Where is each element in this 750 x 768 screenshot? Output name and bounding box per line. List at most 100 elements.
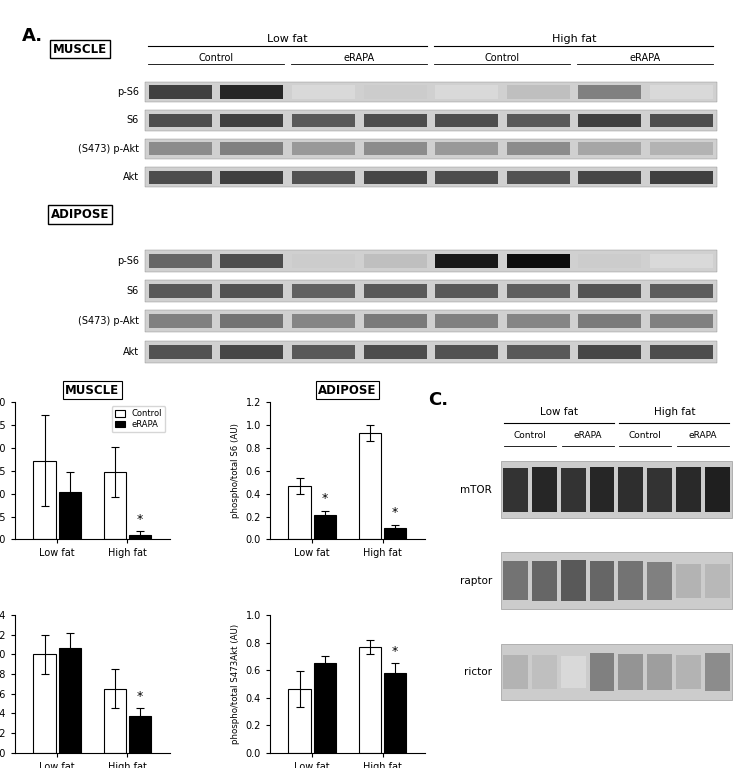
- FancyBboxPatch shape: [145, 250, 717, 272]
- Text: p-S6: p-S6: [117, 87, 139, 97]
- Text: A.: A.: [22, 27, 44, 45]
- Bar: [289, 485, 311, 539]
- FancyBboxPatch shape: [145, 167, 717, 187]
- FancyBboxPatch shape: [578, 85, 641, 98]
- FancyBboxPatch shape: [364, 345, 427, 359]
- FancyBboxPatch shape: [561, 657, 586, 687]
- FancyBboxPatch shape: [435, 253, 498, 268]
- FancyBboxPatch shape: [647, 468, 672, 511]
- Text: S6: S6: [127, 115, 139, 125]
- FancyBboxPatch shape: [149, 142, 211, 155]
- Text: ADIPOSE: ADIPOSE: [50, 208, 109, 221]
- FancyBboxPatch shape: [647, 561, 672, 600]
- FancyBboxPatch shape: [619, 467, 644, 511]
- Text: eRAPA: eRAPA: [344, 53, 375, 63]
- Text: *: *: [137, 513, 143, 525]
- Bar: [358, 433, 381, 539]
- FancyBboxPatch shape: [650, 284, 712, 298]
- FancyBboxPatch shape: [590, 653, 614, 691]
- FancyBboxPatch shape: [532, 655, 556, 689]
- FancyBboxPatch shape: [578, 284, 641, 298]
- FancyBboxPatch shape: [145, 138, 717, 159]
- Text: S6: S6: [127, 286, 139, 296]
- FancyBboxPatch shape: [435, 170, 498, 184]
- Text: Control: Control: [514, 431, 546, 440]
- FancyBboxPatch shape: [578, 114, 641, 127]
- FancyBboxPatch shape: [507, 114, 569, 127]
- FancyBboxPatch shape: [220, 85, 284, 98]
- Text: MUSCLE: MUSCLE: [53, 42, 106, 55]
- FancyBboxPatch shape: [676, 655, 701, 689]
- FancyBboxPatch shape: [364, 253, 427, 268]
- Text: eRAPA: eRAPA: [689, 431, 718, 440]
- FancyBboxPatch shape: [435, 142, 498, 155]
- FancyBboxPatch shape: [292, 114, 355, 127]
- FancyBboxPatch shape: [619, 654, 644, 690]
- FancyBboxPatch shape: [149, 85, 211, 98]
- Text: p-S6: p-S6: [117, 256, 139, 266]
- FancyBboxPatch shape: [503, 468, 528, 511]
- FancyBboxPatch shape: [650, 142, 712, 155]
- FancyBboxPatch shape: [647, 654, 672, 690]
- Bar: [33, 461, 56, 539]
- Text: *: *: [392, 644, 398, 657]
- FancyBboxPatch shape: [532, 561, 556, 601]
- Bar: [104, 472, 126, 539]
- FancyBboxPatch shape: [220, 314, 284, 329]
- FancyBboxPatch shape: [364, 114, 427, 127]
- FancyBboxPatch shape: [507, 170, 569, 184]
- Bar: [314, 664, 336, 753]
- FancyBboxPatch shape: [507, 253, 569, 268]
- FancyBboxPatch shape: [435, 345, 498, 359]
- FancyBboxPatch shape: [220, 142, 284, 155]
- Text: raptor: raptor: [460, 576, 492, 586]
- FancyBboxPatch shape: [145, 110, 717, 131]
- FancyBboxPatch shape: [435, 284, 498, 298]
- Bar: [314, 515, 336, 539]
- FancyBboxPatch shape: [532, 467, 556, 512]
- FancyBboxPatch shape: [676, 467, 701, 512]
- Text: C.: C.: [427, 392, 448, 409]
- Text: rictor: rictor: [464, 667, 492, 677]
- Bar: [129, 717, 152, 753]
- FancyBboxPatch shape: [501, 644, 732, 700]
- Text: Control: Control: [629, 431, 662, 440]
- FancyBboxPatch shape: [364, 85, 427, 98]
- FancyBboxPatch shape: [220, 114, 284, 127]
- FancyBboxPatch shape: [220, 345, 284, 359]
- Y-axis label: phospho/total S473Akt (AU): phospho/total S473Akt (AU): [231, 624, 240, 744]
- FancyBboxPatch shape: [292, 253, 355, 268]
- FancyBboxPatch shape: [578, 142, 641, 155]
- FancyBboxPatch shape: [561, 468, 586, 511]
- FancyBboxPatch shape: [220, 284, 284, 298]
- FancyBboxPatch shape: [149, 314, 211, 329]
- FancyBboxPatch shape: [507, 345, 569, 359]
- Bar: [104, 689, 126, 753]
- Bar: [58, 492, 81, 539]
- FancyBboxPatch shape: [507, 284, 569, 298]
- Bar: [384, 528, 406, 539]
- FancyBboxPatch shape: [507, 314, 569, 329]
- FancyBboxPatch shape: [705, 467, 730, 512]
- FancyBboxPatch shape: [145, 280, 717, 302]
- Bar: [58, 647, 81, 753]
- FancyBboxPatch shape: [435, 85, 498, 98]
- FancyBboxPatch shape: [650, 253, 712, 268]
- Text: Akt: Akt: [123, 172, 139, 182]
- Text: (S473) p-Akt: (S473) p-Akt: [78, 316, 139, 326]
- Text: High fat: High fat: [653, 407, 695, 417]
- FancyBboxPatch shape: [561, 560, 586, 601]
- Text: *: *: [137, 690, 143, 703]
- FancyBboxPatch shape: [650, 114, 712, 127]
- FancyBboxPatch shape: [292, 142, 355, 155]
- Text: eRAPA: eRAPA: [630, 53, 661, 63]
- Text: *: *: [392, 506, 398, 519]
- FancyBboxPatch shape: [650, 345, 712, 359]
- FancyBboxPatch shape: [149, 170, 211, 184]
- FancyBboxPatch shape: [364, 284, 427, 298]
- FancyBboxPatch shape: [149, 253, 211, 268]
- FancyBboxPatch shape: [220, 253, 284, 268]
- Title: MUSCLE: MUSCLE: [65, 383, 119, 396]
- FancyBboxPatch shape: [501, 462, 732, 518]
- FancyBboxPatch shape: [590, 467, 614, 512]
